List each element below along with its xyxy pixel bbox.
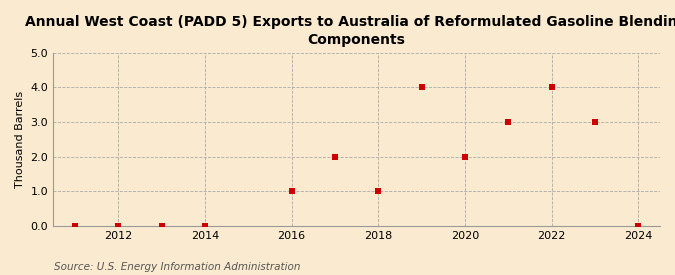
Point (460, 155, 470, 159)
Y-axis label: Thousand Barrels: Thousand Barrels (15, 91, 25, 188)
Point (156, 224, 167, 228)
Point (546, 85, 557, 90)
Point (416, 85, 427, 90)
Point (26, 224, 37, 228)
Point (329, 155, 340, 159)
Point (589, 120, 600, 124)
Point (373, 189, 383, 193)
Title: Annual West Coast (PADD 5) Exports to Australia of Reformulated Gasoline Blendin: Annual West Coast (PADD 5) Exports to Au… (26, 15, 675, 47)
Text: Source: U.S. Energy Information Administration: Source: U.S. Energy Information Administ… (54, 262, 300, 272)
Point (70, 224, 80, 228)
Point (200, 224, 211, 228)
Point (113, 224, 124, 228)
Point (503, 120, 514, 124)
Point (286, 189, 297, 193)
Point (633, 224, 644, 228)
